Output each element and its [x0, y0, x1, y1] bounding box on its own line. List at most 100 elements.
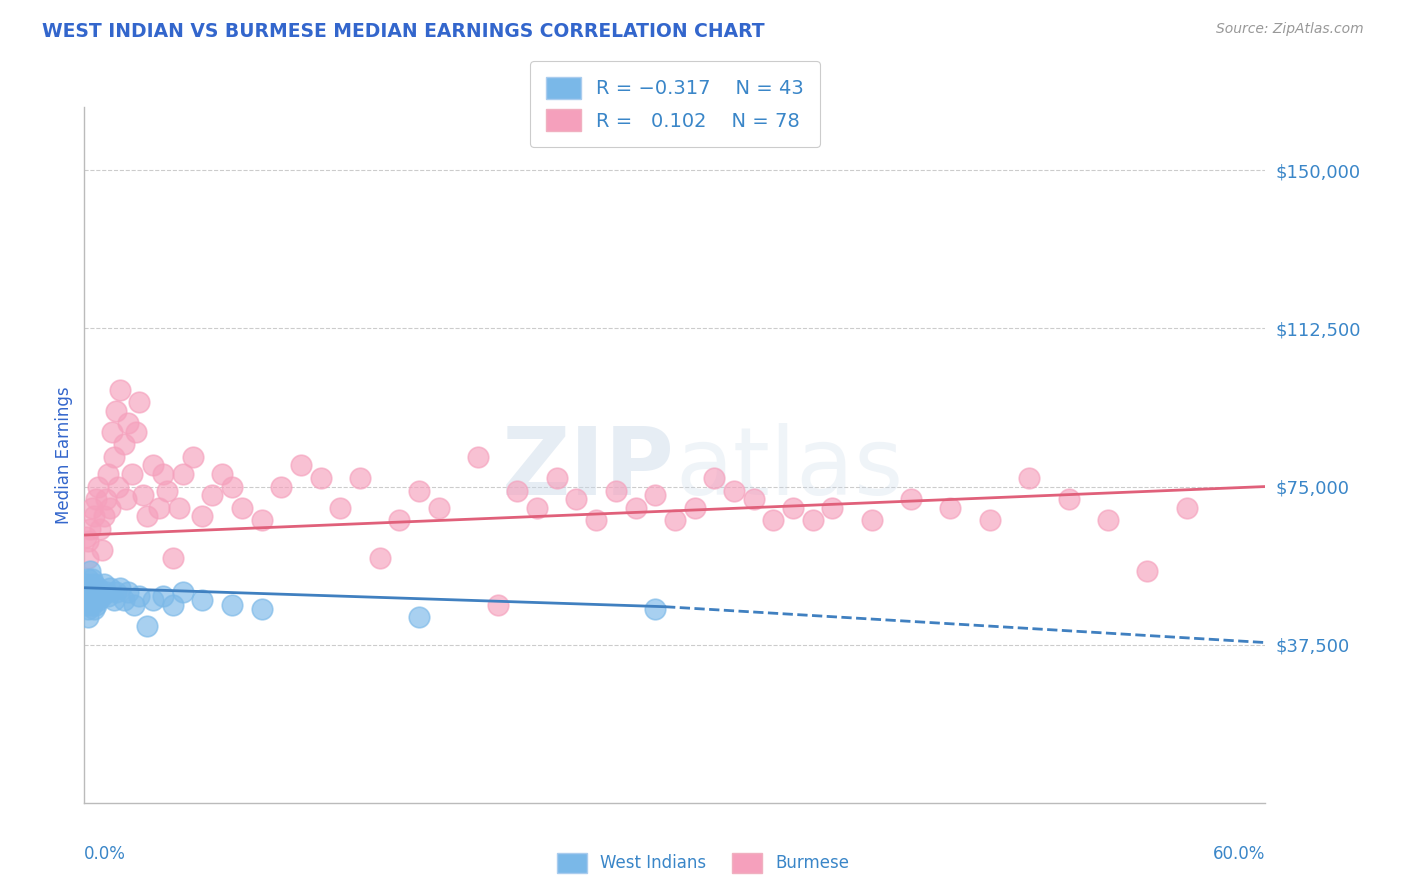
Point	[84, 585, 107, 599]
Point	[683, 500, 706, 515]
Text: 60.0%: 60.0%	[1213, 845, 1265, 863]
Point	[122, 598, 145, 612]
Point	[82, 500, 104, 515]
Point	[309, 471, 332, 485]
Point	[349, 471, 371, 485]
Point	[723, 483, 745, 498]
Point	[83, 593, 105, 607]
Point	[250, 513, 273, 527]
Point	[782, 500, 804, 515]
Text: atlas: atlas	[675, 423, 903, 515]
Point	[408, 610, 430, 624]
Point	[89, 585, 111, 599]
Point	[112, 437, 135, 451]
Point	[231, 500, 253, 515]
Point	[644, 488, 666, 502]
Point	[104, 585, 127, 599]
Point	[93, 509, 115, 524]
Point	[526, 500, 548, 515]
Point	[75, 598, 97, 612]
Point	[221, 598, 243, 612]
Point	[546, 471, 568, 485]
Point	[605, 483, 627, 498]
Point	[83, 602, 105, 616]
Point	[107, 479, 129, 493]
Point	[87, 479, 110, 493]
Point	[1136, 564, 1159, 578]
Text: Source: ZipAtlas.com: Source: ZipAtlas.com	[1216, 22, 1364, 37]
Point	[191, 593, 214, 607]
Point	[114, 492, 136, 507]
Point	[84, 598, 107, 612]
Point	[79, 589, 101, 603]
Point	[77, 551, 100, 566]
Point	[128, 395, 150, 409]
Point	[162, 598, 184, 612]
Point	[94, 585, 117, 599]
Point	[585, 513, 607, 527]
Point	[1097, 513, 1119, 527]
Point	[75, 530, 97, 544]
Legend: West Indians, Burmese: West Indians, Burmese	[550, 847, 856, 880]
Point	[1175, 500, 1198, 515]
Point	[368, 551, 391, 566]
Point	[172, 467, 194, 481]
Point	[112, 593, 135, 607]
Point	[167, 500, 190, 515]
Point	[82, 572, 104, 586]
Point	[97, 467, 120, 481]
Point	[388, 513, 411, 527]
Point	[152, 589, 174, 603]
Point	[136, 509, 159, 524]
Legend: R = −0.317    N = 43, R =   0.102    N = 78: R = −0.317 N = 43, R = 0.102 N = 78	[530, 61, 820, 147]
Point	[148, 500, 170, 515]
Point	[94, 492, 117, 507]
Point	[89, 522, 111, 536]
Point	[821, 500, 844, 515]
Point	[103, 593, 125, 607]
Point	[87, 593, 110, 607]
Point	[121, 467, 143, 481]
Point	[136, 618, 159, 632]
Point	[142, 593, 165, 607]
Point	[664, 513, 686, 527]
Point	[467, 450, 489, 464]
Point	[221, 479, 243, 493]
Point	[703, 471, 725, 485]
Point	[117, 417, 139, 431]
Point	[97, 589, 120, 603]
Point	[250, 602, 273, 616]
Point	[77, 534, 100, 549]
Point	[506, 483, 529, 498]
Point	[191, 509, 214, 524]
Point	[98, 500, 121, 515]
Point	[124, 425, 146, 439]
Point	[565, 492, 588, 507]
Point	[101, 425, 124, 439]
Point	[290, 458, 312, 473]
Point	[801, 513, 824, 527]
Point	[108, 383, 131, 397]
Point	[98, 581, 121, 595]
Text: WEST INDIAN VS BURMESE MEDIAN EARNINGS CORRELATION CHART: WEST INDIAN VS BURMESE MEDIAN EARNINGS C…	[42, 22, 765, 41]
Point	[152, 467, 174, 481]
Point	[91, 542, 114, 557]
Point	[103, 450, 125, 464]
Point	[77, 602, 100, 616]
Point	[82, 585, 104, 599]
Point	[172, 585, 194, 599]
Point	[132, 488, 155, 502]
Point	[644, 602, 666, 616]
Point	[860, 513, 883, 527]
Point	[427, 500, 450, 515]
Point	[117, 585, 139, 599]
Point	[87, 581, 110, 595]
Point	[979, 513, 1001, 527]
Text: 0.0%: 0.0%	[84, 845, 127, 863]
Point	[128, 589, 150, 603]
Point	[624, 500, 647, 515]
Point	[270, 479, 292, 493]
Point	[900, 492, 922, 507]
Point	[162, 551, 184, 566]
Point	[79, 581, 101, 595]
